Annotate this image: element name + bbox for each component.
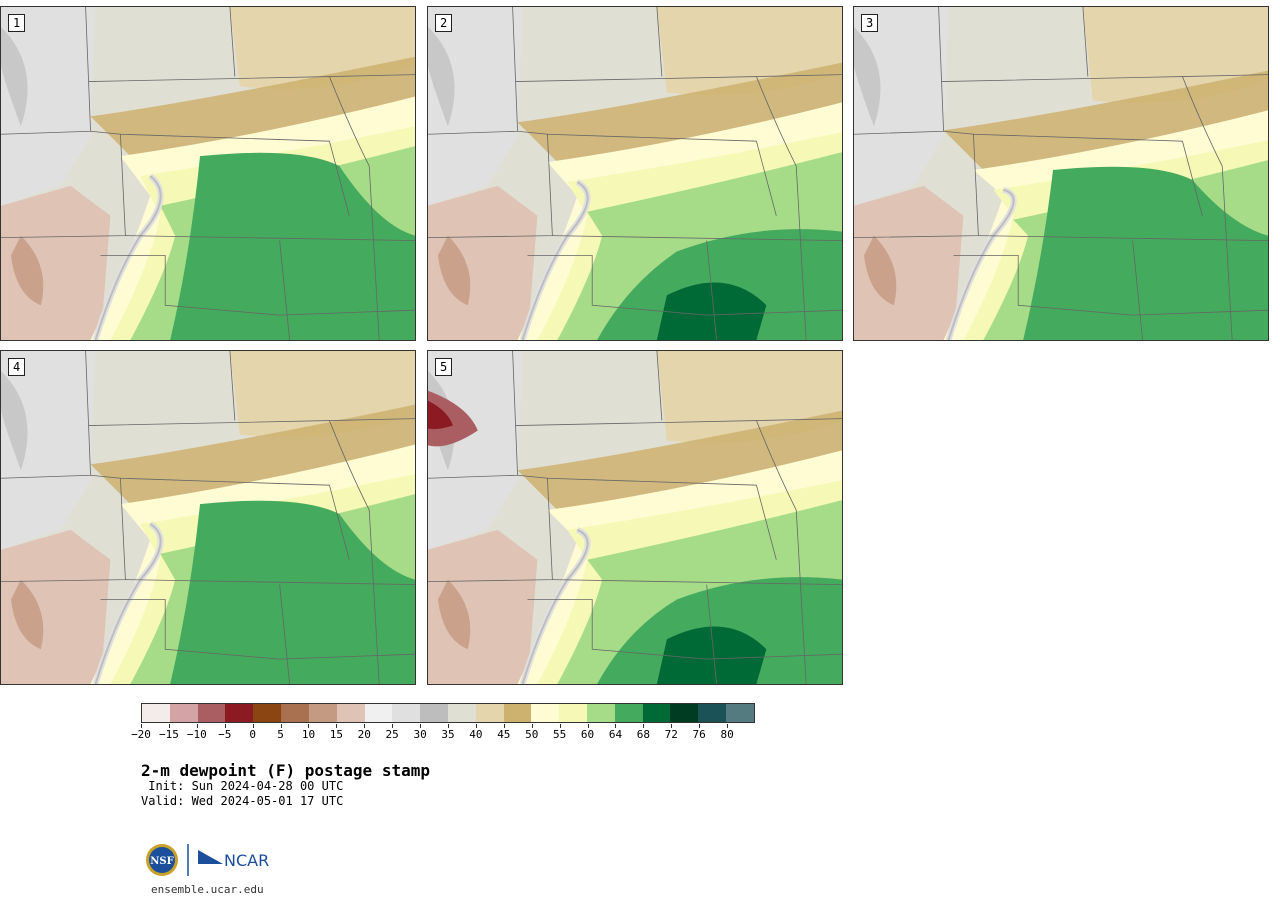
colorbar [141,703,755,723]
colorbar-tick [448,724,449,728]
colorbar-tick-label: 72 [664,728,678,741]
colorbar-tick [224,724,226,728]
colorbar-swatch [420,704,448,722]
colorbar-tick [559,724,561,728]
colorbar-tick [308,724,310,728]
dewpoint-map [1,351,415,684]
dewpoint-map [428,351,842,684]
colorbar-tick [364,724,366,728]
colorbar-tick-label: 25 [385,728,399,741]
colorbar-tick-label: 0 [249,728,256,741]
colorbar-swatch [531,704,560,722]
colorbar-swatch [503,704,532,722]
colorbar-tick [671,724,673,728]
colorbar-tick-label: 60 [580,728,595,741]
colorbar-tick-label: 76 [692,728,706,741]
colorbar-swatch [336,704,365,722]
colorbar-swatch [726,704,754,722]
valid-time: Valid: Wed 2024-05-01 17 UTC [141,794,344,808]
colorbar-swatch [587,704,615,722]
panel-number: 4 [8,358,26,376]
colorbar-tick [392,724,394,728]
svg-text:NCAR: NCAR [224,851,269,870]
colorbar-swatch [197,704,226,722]
colorbar-swatch [392,704,421,722]
colorbar-swatch [308,704,337,722]
colorbar-tick-label: 64 [608,728,623,741]
colorbar-tick-label: 15 [329,728,343,741]
map-panel-1: 1 [0,6,416,341]
dewpoint-map [1,7,415,340]
map-panel-4: 4 [0,350,416,685]
colorbar-tick [141,724,142,728]
colorbar-tick-label: 55 [553,728,567,741]
colorbar-ticks: −20 −15 −10 −5 0 5 10 15 20 25 30 35 40 45 50 55 60 64 68 7… [131,724,755,744]
colorbar-tick [168,724,170,728]
colorbar-swatch [253,704,282,722]
map-panel-3: 3 [853,6,1269,341]
dewpoint-map [854,7,1268,340]
colorbar-tick [475,724,477,728]
colorbar-swatch [559,704,587,722]
dewpoint-map [428,7,842,340]
panel-number: 2 [435,14,453,32]
colorbar-swatch [142,704,170,722]
colorbar-swatch [614,704,643,722]
colorbar-tick-label: 80 [720,728,734,741]
colorbar-tick-label: 30 [413,728,427,741]
colorbar-tick [252,724,254,728]
panel-number: 3 [861,14,879,32]
colorbar-swatch [475,704,504,722]
colorbar-tick [727,724,729,728]
panel-number: 1 [8,14,26,32]
colorbar-swatch [642,704,671,722]
colorbar-tick [587,724,589,728]
svg-text:NSF: NSF [150,856,173,867]
colorbar-swatch [225,704,254,722]
colorbar-tick-label: 50 [525,728,539,741]
colorbar-tick-label: 20 [357,728,371,741]
colorbar-tick-label: 40 [469,728,483,741]
colorbar-tick [196,724,198,728]
colorbar-swatch [281,704,309,722]
map-panel-2: 2 [427,6,843,341]
colorbar-tick-label: −20 [131,728,151,741]
colorbar-tick-label: −5 [218,728,232,741]
colorbar-tick-label: 10 [301,728,316,741]
colorbar-swatch [698,704,727,722]
colorbar-tick [336,724,338,728]
colorbar-tick [280,724,282,728]
colorbar-swatch [670,704,699,722]
plot-title: 2-m dewpoint (F) postage stamp [141,761,430,780]
colorbar-tick-label: 45 [497,728,511,741]
colorbar-swatch [447,704,476,722]
panel-number: 5 [435,358,453,376]
colorbar-swatch [364,704,393,722]
colorbar-tick-label: 68 [636,728,650,741]
colorbar-tick [503,724,505,728]
colorbar-tick-label: −15 [158,728,179,741]
colorbar-tick [615,724,617,728]
colorbar-swatch [169,704,198,722]
site-url: ensemble.ucar.edu [151,883,264,896]
colorbar-tick-label: 5 [277,728,284,741]
nsf-ncar-logo: NSF NCAR [145,842,275,878]
colorbar-tick [699,724,701,728]
colorbar-tick-label: 35 [441,728,455,741]
colorbar-tick [531,724,533,728]
colorbar-tick [643,724,645,728]
colorbar-tick-label: −10 [186,728,207,741]
colorbar-tick [420,724,422,728]
map-panel-5: 5 [427,350,843,685]
init-time: Init: Sun 2024-04-28 00 UTC [141,779,344,793]
